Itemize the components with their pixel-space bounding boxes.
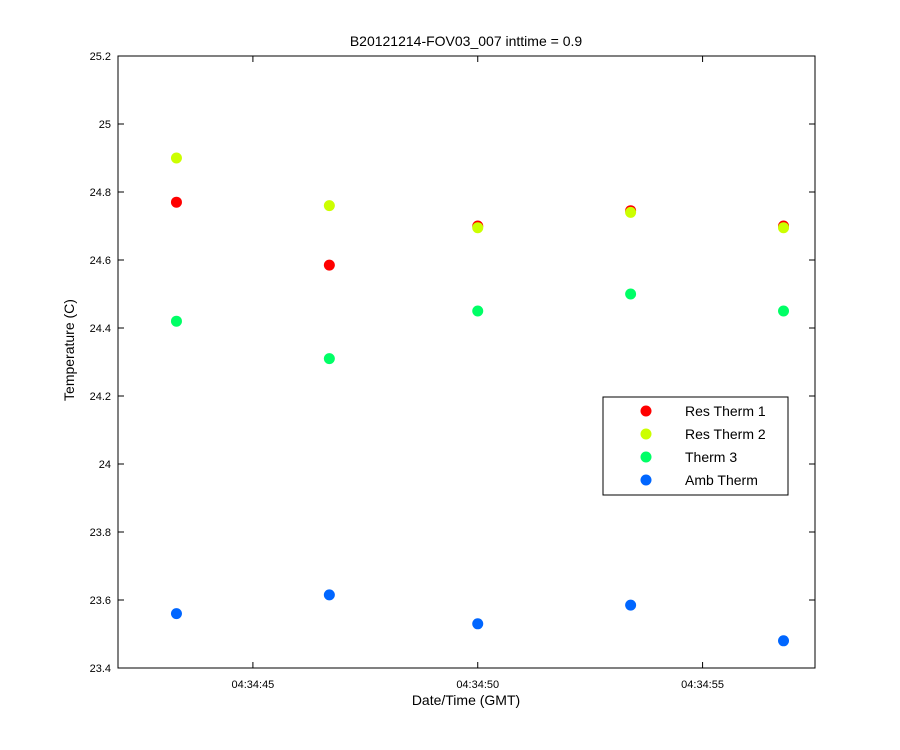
legend-box bbox=[602, 396, 789, 496]
data-points bbox=[170, 152, 790, 647]
legend-label: Therm 3 bbox=[685, 449, 737, 465]
point-series-1-0 bbox=[170, 152, 182, 164]
legend-label: Res Therm 1 bbox=[685, 403, 766, 419]
legend-label: Res Therm 2 bbox=[685, 426, 766, 442]
y-tick-label: 24.2 bbox=[90, 391, 111, 403]
y-tick-label: 24.8 bbox=[90, 187, 111, 199]
chart-title: B20121214-FOV03_007 inttime = 0.9 bbox=[350, 33, 583, 49]
y-tick-label: 23.4 bbox=[90, 663, 111, 675]
y-axis-label: Temperature (C) bbox=[61, 299, 77, 401]
legend-marker bbox=[640, 451, 652, 463]
y-tick-label: 25 bbox=[99, 119, 111, 131]
x-tick-label: 04:34:50 bbox=[456, 679, 499, 691]
y-tick-label: 25.2 bbox=[90, 51, 111, 63]
point-series-2-1 bbox=[323, 353, 335, 365]
legend-marker bbox=[640, 405, 652, 417]
point-series-2-4 bbox=[778, 305, 790, 317]
y-tick-label: 24.6 bbox=[90, 255, 111, 267]
y-tick-label: 23.8 bbox=[90, 527, 111, 539]
point-series-1-2 bbox=[472, 222, 484, 234]
x-axis: 04:34:45 04:34:50 04:34:55 bbox=[231, 56, 724, 691]
point-series-2-3 bbox=[625, 288, 637, 300]
point-series-2-0 bbox=[170, 315, 182, 327]
point-series-3-4 bbox=[778, 635, 790, 647]
point-series-3-2 bbox=[472, 618, 484, 630]
y-tick-label: 24 bbox=[99, 459, 111, 471]
point-series-3-3 bbox=[625, 599, 637, 611]
point-series-3-0 bbox=[170, 608, 182, 620]
point-series-0-1 bbox=[323, 259, 335, 271]
legend: Res Therm 1 Res Therm 2 Therm 3 Amb Therm bbox=[602, 396, 789, 496]
legend-label: Amb Therm bbox=[685, 472, 758, 488]
point-series-1-3 bbox=[625, 206, 637, 218]
y-axis: 23.4 23.6 23.8 24 24.2 24.4 24.6 24.8 25 25.2 bbox=[90, 51, 815, 675]
x-tick-label: 04:34:45 bbox=[231, 679, 274, 691]
plot-area bbox=[117, 55, 816, 669]
x-tick-label: 04:34:55 bbox=[681, 679, 724, 691]
legend-marker bbox=[640, 428, 652, 440]
legend-marker bbox=[640, 474, 652, 486]
point-series-0-0 bbox=[170, 196, 182, 208]
point-series-3-1 bbox=[323, 589, 335, 601]
x-axis-label: Date/Time (GMT) bbox=[412, 692, 520, 708]
y-tick-label: 24.4 bbox=[90, 323, 111, 335]
point-series-1-1 bbox=[323, 200, 335, 212]
point-series-2-2 bbox=[472, 305, 484, 317]
y-tick-label: 23.6 bbox=[90, 595, 111, 607]
point-series-1-4 bbox=[778, 222, 790, 234]
